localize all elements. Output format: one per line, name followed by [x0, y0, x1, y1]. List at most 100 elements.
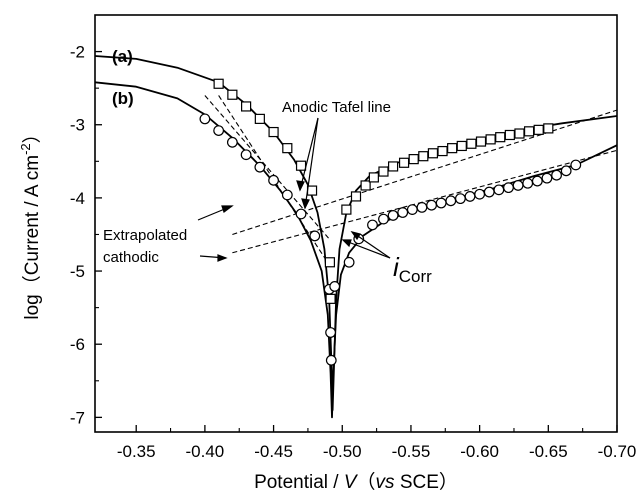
circle-marker — [493, 184, 505, 196]
x-axis-title-ref: SCE — [395, 472, 439, 493]
circle-marker — [387, 210, 399, 221]
square-marker — [350, 191, 362, 202]
square-marker — [408, 154, 419, 165]
x-axis-title-open: （ — [357, 471, 376, 493]
y-tick-label: -4 — [70, 189, 85, 208]
circle-marker — [531, 175, 543, 187]
cathodic-arrow-1-head — [221, 205, 234, 213]
square-marker — [306, 185, 318, 196]
square-marker — [456, 140, 467, 152]
circle-marker — [309, 230, 321, 242]
circle-marker — [426, 199, 437, 211]
cathodic-arrow-2-head — [217, 254, 228, 262]
circle-marker — [254, 161, 266, 173]
icorr-arrow-1 — [342, 239, 391, 259]
square-marker — [295, 160, 307, 171]
circle-marker — [551, 169, 562, 181]
square-marker — [241, 101, 252, 112]
y-axis-title: log（Current / A cm-2） — [18, 124, 43, 319]
x-axis-title-main: Potential / — [254, 472, 344, 493]
y-axis-title-main: log（Current / A cm — [21, 155, 43, 320]
square-marker — [504, 129, 515, 141]
circle-marker — [464, 191, 476, 202]
circle-marker — [474, 188, 486, 200]
anodic-arrow-1 — [299, 117, 319, 191]
icorr-sub: Corr — [399, 267, 432, 286]
y-tick-label: -7 — [70, 408, 85, 427]
circle-marker — [503, 182, 514, 194]
square-marker — [227, 89, 238, 100]
square-marker — [368, 172, 379, 183]
square-marker — [418, 151, 429, 162]
x-axis-title-close: ） — [439, 471, 458, 493]
square-marker — [543, 123, 554, 134]
square-marker — [533, 124, 544, 135]
anodic-arrow-2-head — [301, 198, 310, 210]
icorr-main: i — [393, 252, 400, 282]
x-tick-label: -0.65 — [529, 442, 568, 461]
y-tick-label: -2 — [70, 43, 85, 62]
anodic-arrow-1-head — [296, 180, 305, 192]
square-marker — [447, 143, 458, 154]
y-tick-label: -5 — [70, 262, 85, 281]
circle-marker — [378, 213, 389, 225]
square-marker — [268, 126, 279, 138]
square-marker — [282, 143, 293, 154]
circle-marker — [226, 136, 238, 148]
plot-frame — [94, 14, 618, 433]
circle-marker — [325, 354, 337, 366]
y-tick-label: -6 — [70, 335, 85, 354]
x-tick-label: -0.40 — [186, 442, 225, 461]
square-marker — [523, 126, 535, 137]
y-axis-title-close: ） — [21, 124, 43, 143]
circle-marker — [343, 256, 355, 268]
circle-marker — [483, 186, 495, 198]
icorr-arrow-1-head — [341, 239, 352, 248]
square-marker — [475, 136, 487, 147]
circle-marker — [329, 281, 341, 292]
x-tick-label: -0.45 — [254, 442, 293, 461]
x-tick-label: -0.70 — [598, 442, 637, 461]
circle-marker — [367, 219, 378, 231]
circle-marker — [240, 149, 252, 161]
extrapolated-label-line2: cathodic — [103, 249, 159, 266]
square-marker — [427, 148, 439, 159]
curve-label-a: (a) — [112, 47, 133, 66]
x-tick-labels: -0.35 -0.40 -0.45 -0.50 -0.55 -0.60 -0.65 -0.70 — [117, 442, 637, 461]
square-marker — [213, 78, 224, 89]
x-axis-title: Potential / V（vs SCE） — [254, 471, 458, 493]
circle-marker — [522, 177, 534, 189]
x-tick-label: -0.50 — [323, 442, 362, 461]
circle-marker — [281, 189, 293, 201]
y-tick-label: -3 — [70, 116, 85, 135]
data-markers — [199, 78, 582, 366]
tafel-line — [204, 95, 329, 239]
y-axis-title-exp: -2 — [18, 143, 33, 155]
square-marker — [387, 161, 399, 172]
circle-marker — [199, 113, 211, 125]
square-marker — [254, 113, 265, 124]
square-marker — [378, 166, 389, 177]
anodic-tafel-label: Anodic Tafel line — [282, 99, 391, 116]
y-tick-labels: -7 -6 -5 -4 -3 -2 — [70, 43, 85, 428]
x-axis-title-vs: vs — [376, 472, 396, 493]
circle-marker — [570, 159, 582, 171]
square-marker — [514, 128, 525, 139]
square-marker — [325, 293, 336, 304]
square-marker — [495, 132, 506, 143]
square-marker — [437, 145, 448, 157]
icorr-arrow-2-head — [350, 231, 361, 241]
x-axis-title-var: V — [344, 472, 359, 493]
circle-marker — [406, 204, 418, 216]
circle-marker — [541, 172, 553, 184]
square-marker — [466, 138, 477, 149]
curve-label-b: (b) — [112, 89, 134, 108]
circle-marker — [445, 195, 457, 207]
circle-marker — [325, 327, 336, 338]
square-marker — [398, 157, 410, 168]
circle-marker — [397, 207, 409, 218]
circle-marker — [512, 180, 524, 191]
square-marker — [341, 204, 352, 215]
x-tick-label: -0.55 — [392, 442, 431, 461]
